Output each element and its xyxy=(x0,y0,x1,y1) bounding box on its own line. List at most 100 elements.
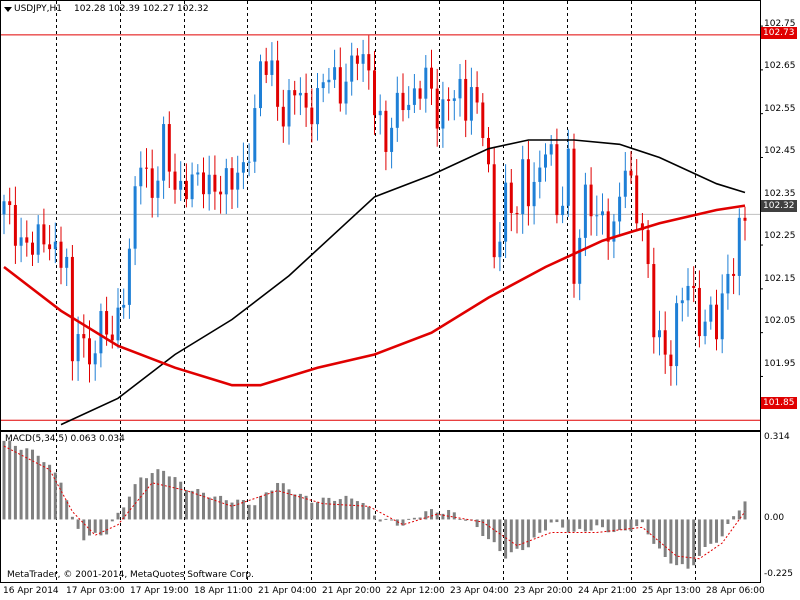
candle-body xyxy=(475,87,479,103)
macd-histogram-bar xyxy=(538,519,542,533)
macd-histogram-bar xyxy=(412,517,416,520)
candle-body xyxy=(401,92,405,111)
macd-histogram-bar xyxy=(281,483,285,520)
time-label: 17 Apr 19:00 xyxy=(130,586,189,596)
time-label: 21 Apr 20:00 xyxy=(322,586,381,596)
macd-histogram-bar xyxy=(430,509,433,520)
macd-histogram-bar xyxy=(287,489,291,520)
macd-histogram-bar xyxy=(715,519,718,543)
candle-body xyxy=(276,60,280,107)
candle-body xyxy=(82,334,86,339)
candle-body xyxy=(327,79,331,83)
candle-body xyxy=(412,88,416,105)
candle-body xyxy=(618,196,622,222)
macd-histogram-bar xyxy=(526,519,530,548)
symbol-title: USDJPY,H1 xyxy=(14,4,62,14)
macd-histogram-bar xyxy=(19,449,23,520)
macd-histogram-bar xyxy=(515,519,519,549)
candle-body xyxy=(65,256,69,268)
candle-body xyxy=(344,81,348,104)
axis-ticks xyxy=(760,25,763,377)
candle-body xyxy=(145,167,148,169)
candle-body xyxy=(526,159,530,207)
candle-body xyxy=(515,212,519,215)
macd-histogram-bar xyxy=(612,519,616,533)
candle-body xyxy=(378,110,382,116)
macd-histogram-bar xyxy=(145,478,148,520)
candle-body xyxy=(53,241,57,250)
price-tick: 101.95 xyxy=(764,359,796,369)
macd-histogram-bar xyxy=(298,493,302,520)
candle-body xyxy=(737,217,741,276)
candle-body xyxy=(373,70,376,116)
macd-series xyxy=(2,440,747,569)
candle-body xyxy=(173,171,177,190)
macd-histogram-bar xyxy=(509,519,513,553)
macd-histogram-bar xyxy=(59,482,63,520)
macd-histogram-bar xyxy=(350,498,354,520)
candle-body xyxy=(481,102,485,138)
candle-body xyxy=(601,211,604,216)
macd-histogram-bar xyxy=(447,509,451,520)
horizontal-level-lines[interactable] xyxy=(1,34,760,421)
macd-histogram-bar xyxy=(88,519,91,536)
candle-body xyxy=(555,144,559,216)
candle-body xyxy=(150,168,154,198)
macd-histogram-bar xyxy=(293,494,297,520)
macd-histogram-bar xyxy=(618,519,622,530)
candle-body xyxy=(241,162,245,173)
time-label: 23 Apr 04:00 xyxy=(450,586,509,596)
macd-histogram-bar xyxy=(196,489,200,520)
candle-body xyxy=(487,137,490,165)
candle-body xyxy=(338,67,342,104)
candle-body xyxy=(675,303,679,367)
candle-body xyxy=(70,256,74,362)
candle-body xyxy=(686,285,690,301)
candle-body xyxy=(669,354,673,367)
candle-body xyxy=(88,338,91,365)
candle-body xyxy=(629,170,633,176)
macd-histogram-bar xyxy=(53,472,57,520)
macd-histogram-bar xyxy=(316,502,319,520)
macd-histogram-bar xyxy=(589,519,593,531)
macd-histogram-bar xyxy=(452,512,456,520)
candle-body xyxy=(133,186,137,249)
candle-body xyxy=(264,61,268,75)
macd-histogram-bar xyxy=(247,504,251,520)
macd-histogram-bar xyxy=(219,495,223,520)
candle-body xyxy=(640,223,644,231)
macd-histogram-bar xyxy=(572,519,576,532)
macd-histogram-bar xyxy=(555,519,559,523)
macd-tick: 0.00 xyxy=(764,513,785,523)
candle-body xyxy=(259,61,262,109)
dropdown-triangle-icon[interactable] xyxy=(4,7,12,12)
slow-moving-average-line xyxy=(60,139,746,426)
macd-histogram-bar xyxy=(407,518,411,520)
candle-body xyxy=(663,330,667,355)
macd-histogram-bar xyxy=(475,519,479,528)
macd-histogram-bar xyxy=(344,495,348,520)
candle-body xyxy=(281,106,285,127)
time-label: 24 Apr 21:00 xyxy=(578,586,637,596)
candle-body xyxy=(31,242,34,255)
low-level-tag: 101.85 xyxy=(761,397,797,409)
candle-body xyxy=(635,175,639,224)
candle-body xyxy=(709,304,713,322)
macd-histogram-bar xyxy=(82,519,86,541)
time-label: 28 Apr 06:00 xyxy=(706,586,765,596)
macd-panel-frame xyxy=(0,431,761,583)
macd-histogram-bar xyxy=(418,517,422,520)
macd-histogram-bar xyxy=(65,500,69,520)
macd-histogram-bar xyxy=(601,519,604,528)
candle-body xyxy=(583,184,587,238)
candle-body xyxy=(196,172,200,175)
macd-histogram-bar xyxy=(384,518,388,520)
price-tick: 102.45 xyxy=(764,146,796,156)
macd-histogram-bar xyxy=(173,477,177,520)
candle-body xyxy=(156,180,160,198)
main-chart-frame xyxy=(0,0,761,431)
candle-body xyxy=(270,60,274,75)
macd-histogram-bar xyxy=(680,519,684,565)
